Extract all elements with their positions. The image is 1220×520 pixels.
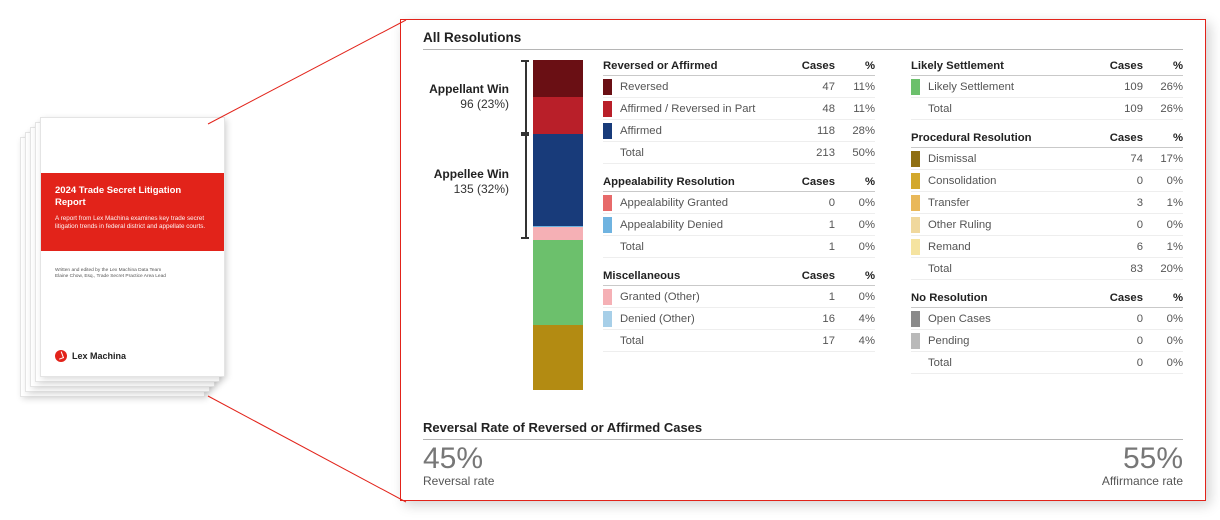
swatch-icon [603,79,612,95]
table-group: No ResolutionCases%Open Cases00%Pending0… [911,292,1183,374]
table-group: Appealability ResolutionCases%Appealabil… [603,176,875,258]
chart-area: Appellant Win96 (23%) Appellee Win135 (32… [423,60,1183,414]
stacked-bar-block: Appellant Win96 (23%) Appellee Win135 (32… [423,60,583,414]
cover-byline-2: Elaine Chow, Esq., Trade Secret Practice… [55,274,166,280]
table-group: MiscellaneousCases%Granted (Other)10%Den… [603,270,875,352]
cover-page-front: 2024 Trade Secret Litigation Report A re… [40,117,225,377]
reversal-section: Reversal Rate of Reversed or Affirmed Ca… [423,420,1183,488]
affirmance-rate-label: Affirmance rate [1102,474,1183,488]
table-total-row: Total174% [603,330,875,352]
swatch-icon [911,195,920,211]
table-group: Procedural ResolutionCases%Dismissal7417… [911,132,1183,280]
swatch-icon [911,261,920,277]
table-row: Affirmed11828% [603,120,875,142]
swatch-icon [911,333,920,349]
swatch-icon [603,145,612,161]
table-row: Appealability Denied10% [603,214,875,236]
table-row: Other Ruling00% [911,214,1183,236]
table-row: Remand61% [911,236,1183,258]
table-group: Likely SettlementCases%Likely Settlement… [911,60,1183,120]
cover-byline: Written and edited by the Lex Machina Da… [55,268,166,280]
table-group-header: Procedural ResolutionCases% [911,132,1183,148]
bar-segment [533,227,583,240]
table-row: Granted (Other)10% [603,286,875,308]
table-row: Affirmed / Reversed in Part4811% [603,98,875,120]
cover-title: 2024 Trade Secret Litigation Report [55,185,210,210]
swatch-icon [603,217,612,233]
reversal-rate-label: Reversal rate [423,474,494,488]
bar-bracket [525,60,527,134]
swatch-icon [603,239,612,255]
reversal-left: 45% Reversal rate [423,444,494,488]
table-row: Consolidation00% [911,170,1183,192]
table-total-row: Total10% [603,236,875,258]
swatch-icon [911,311,920,327]
report-cover-stack: 2024 Trade Secret Litigation Report A re… [20,115,230,405]
cover-logo: Lex Machina [55,350,126,362]
bar-brackets [515,60,527,390]
table-row: Dismissal7417% [911,148,1183,170]
swatch-icon [603,333,612,349]
table-row: Appealability Granted00% [603,192,875,214]
bar-bracket [525,134,527,239]
swatch-icon [911,239,920,255]
swatch-icon [603,195,612,211]
bar-segment [533,325,583,390]
tables-col-left: Reversed or AffirmedCases%Reversed4711%A… [603,60,875,414]
table-total-row: Total00% [911,352,1183,374]
cover-logo-text: Lex Machina [72,351,126,361]
swatch-icon [911,101,920,117]
swatch-icon [603,289,612,305]
table-group: Reversed or AffirmedCases%Reversed4711%A… [603,60,875,164]
table-group-header: Appealability ResolutionCases% [603,176,875,192]
cover-band: 2024 Trade Secret Litigation Report A re… [41,173,224,251]
table-group-header: Likely SettlementCases% [911,60,1183,76]
table-total-row: Total10926% [911,98,1183,120]
table-row: Denied (Other)164% [603,308,875,330]
table-row: Transfer31% [911,192,1183,214]
breakdown-tables: Reversed or AffirmedCases%Reversed4711%A… [603,60,1183,414]
bar-side-label: Appellant Win96 (23%) [429,82,509,112]
table-row: Pending00% [911,330,1183,352]
swatch-icon [603,101,612,117]
table-row: Reversed4711% [603,76,875,98]
bar-segment [533,60,583,97]
bar-side-label: Appellee Win135 (32%) [434,167,509,197]
swatch-icon [911,217,920,233]
reversal-title: Reversal Rate of Reversed or Affirmed Ca… [423,420,1183,440]
table-total-row: Total21350% [603,142,875,164]
reversal-rate-pct: 45% [423,444,494,474]
swatch-icon [911,79,920,95]
callout-lines [200,0,410,520]
swatch-icon [911,173,920,189]
reversal-right: 55% Affirmance rate [1102,444,1183,488]
bar-side-labels: Appellant Win96 (23%) Appellee Win135 (32… [423,60,509,390]
swatch-icon [603,123,612,139]
table-total-row: Total8320% [911,258,1183,280]
swatch-icon [911,355,920,371]
swatch-icon [911,151,920,167]
table-row: Open Cases00% [911,308,1183,330]
stacked-bar [533,60,583,390]
bar-segment [533,97,583,134]
affirmance-rate-pct: 55% [1102,444,1183,474]
resolutions-panel: All Resolutions Appellant Win96 (23%)App… [400,19,1206,501]
panel-title: All Resolutions [423,30,1183,50]
swatch-icon [603,311,612,327]
tables-col-right: Likely SettlementCases%Likely Settlement… [911,60,1183,414]
cover-subtitle: A report from Lex Machina examines key t… [55,215,210,232]
table-group-header: MiscellaneousCases% [603,270,875,286]
table-row: Likely Settlement10926% [911,76,1183,98]
logo-mark-icon [55,350,67,362]
bar-segment [533,240,583,325]
bar-segment [533,134,583,226]
table-group-header: Reversed or AffirmedCases% [603,60,875,76]
table-group-header: No ResolutionCases% [911,292,1183,308]
